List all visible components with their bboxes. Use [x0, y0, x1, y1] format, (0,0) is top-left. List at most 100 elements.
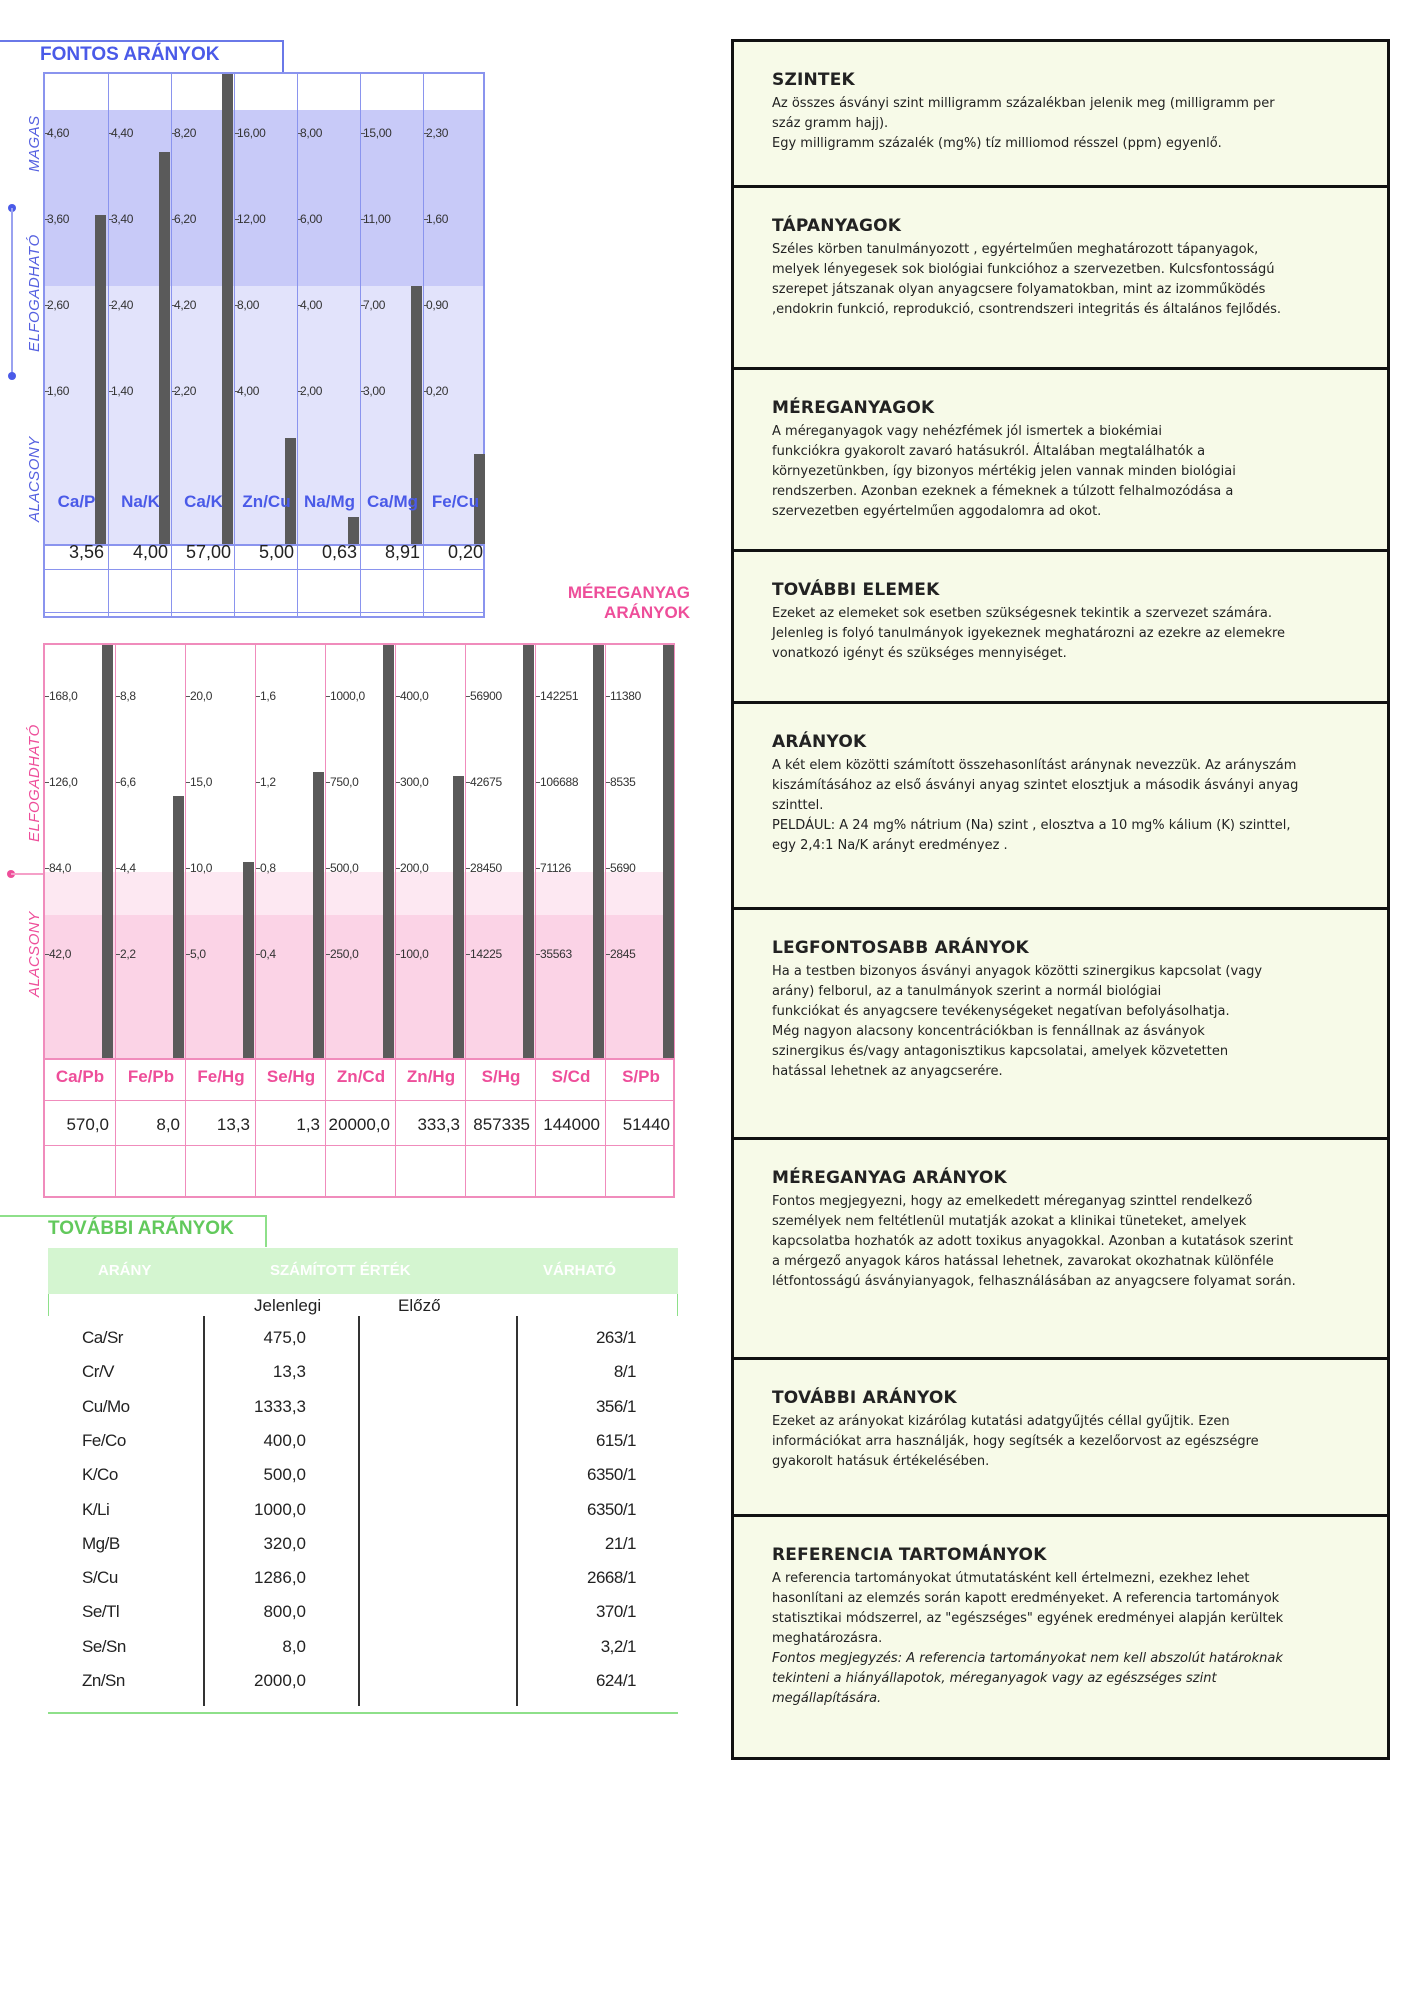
- tick-label: 3,40: [111, 212, 134, 226]
- tick-mark: [396, 782, 400, 783]
- tick-label: 3,60: [47, 212, 70, 226]
- ratio-name: Ca/Mg: [367, 492, 418, 511]
- tick-mark: [298, 391, 302, 392]
- toxic-ratio-value: 570,0: [66, 1115, 109, 1134]
- header-current: Jelenlegi: [254, 1296, 322, 1315]
- tick-label: 12,00: [237, 212, 266, 226]
- tick-label: 0,4: [260, 947, 276, 961]
- row-expected: 6350/1: [587, 1465, 637, 1485]
- more-title: TOVÁBBI ARÁNYOK: [48, 1218, 234, 1239]
- tick-label: 1,60: [47, 384, 70, 398]
- row-current: 1333,3: [254, 1396, 306, 1416]
- tick-mark: [606, 954, 610, 955]
- tick-label: 42,0: [49, 947, 72, 961]
- tick-label: 0,90: [426, 298, 449, 312]
- toxic-ratio-value: 8,0: [156, 1115, 180, 1134]
- ratio-bar: [348, 516, 359, 544]
- row-expected: 21/1: [604, 1533, 637, 1553]
- ratio-value: 0,20: [447, 542, 483, 562]
- toxic-title: MÉREGANYAG ARÁNYOK: [567, 583, 690, 622]
- toxic-ratio-name: S/Hg: [481, 1067, 521, 1086]
- toxic-ratio-column: 400,0 300,0 200,0 100,0 Zn/Hg 333,3: [395, 645, 466, 1196]
- tick-label: 11380: [610, 689, 641, 703]
- info-box-title: TOVÁBBI ELEMEK: [772, 580, 940, 600]
- tick-label: 4,4: [120, 861, 136, 875]
- ratio-bar: [285, 438, 296, 544]
- table-vline-1: [203, 1316, 205, 1706]
- tick-label: 3,00: [363, 384, 386, 398]
- table-row: Ca/Sr 475,0 263/1: [48, 1320, 678, 1354]
- tick-mark: [45, 782, 49, 783]
- tick-label: 14225: [470, 947, 502, 961]
- tick-mark: [256, 868, 260, 869]
- info-box-divider: [731, 367, 1390, 370]
- chart-divider-3: [45, 1145, 673, 1146]
- tick-mark: [536, 696, 540, 697]
- toxic-ratio-bar: [523, 645, 534, 1058]
- tick-label: 142251: [540, 689, 579, 703]
- info-box-title: MÉREGANYAGOK: [772, 398, 935, 418]
- tick-mark: [172, 391, 176, 392]
- chart-divider-1: [45, 544, 483, 546]
- row-ratio: Se/Sn: [82, 1636, 126, 1656]
- tick-label: 6,6: [120, 775, 136, 789]
- tick-label: 8,20: [174, 126, 197, 140]
- ratio-value: 4,00: [132, 542, 168, 562]
- info-box-text: Széles körben tanulmányozott , egyértelm…: [772, 242, 1282, 317]
- tick-mark: [361, 219, 365, 220]
- toxic-ratio-column: 1000,0 750,0 500,0 250,0 Zn/Cd 20000,0: [325, 645, 396, 1196]
- ratio-column: 2,30 1,60 0,90 0,20 Fe/Cu 0,20: [423, 74, 487, 616]
- ratio-column: 16,00 12,00 8,00 4,00 Zn/Cu 5,00: [234, 74, 298, 616]
- toxic-ratio-value: 51440: [622, 1115, 670, 1134]
- row-ratio: Zn/Sn: [82, 1671, 125, 1690]
- info-box-title: REFERENCIA TARTOMÁNYOK: [772, 1545, 1047, 1565]
- table-row: Fe/Co 400,0 615/1: [48, 1423, 678, 1457]
- tick-mark: [424, 391, 428, 392]
- chart-divider-2: [45, 1100, 673, 1101]
- toxic-ratio-column: 142251 106688 71126 35563 S/Cd 144000: [535, 645, 606, 1196]
- info-box-title: MÉREGANYAG ARÁNYOK: [772, 1168, 1007, 1188]
- info-box: MÉREGANYAGOK A méreganyagok vagy nehézfém…: [731, 368, 1390, 550]
- tick-label: 16,00: [237, 126, 266, 140]
- axis-marker-line: [11, 208, 13, 376]
- info-box-title: LEGFONTOSABB ARÁNYOK: [772, 938, 1029, 958]
- tick-mark: [116, 954, 120, 955]
- tick-label: 1,2: [260, 775, 276, 789]
- toxic-ratio-column: 168,0 126,0 84,0 42,0 Ca/Pb 570,0: [45, 645, 115, 1196]
- tick-label: 1,6: [260, 689, 276, 703]
- band-mid: [45, 872, 673, 915]
- info-box-text: Fontos megjegyezni, hogy az emelkedett m…: [772, 1194, 1296, 1289]
- header-expected: VÁRHATÓ: [543, 1262, 617, 1279]
- ratio-bar: [474, 453, 485, 544]
- table-row: Se/Sn 8,0 3,2/1: [48, 1629, 678, 1663]
- ratio-column: 8,20 6,20 4,20 2,20 Ca/K 57,00: [171, 74, 235, 616]
- table-row: K/Co 500,0 6350/1: [48, 1457, 678, 1491]
- ratio-bar: [411, 285, 422, 544]
- tick-mark: [361, 133, 365, 134]
- ratio-column: 4,60 3,60 2,60 1,60 Ca/P 3,56: [45, 74, 108, 616]
- info-box-divider: [731, 185, 1390, 188]
- tick-label: 4,00: [300, 298, 323, 312]
- info-box-text: A referencia tartományokat útmutatásként…: [772, 1571, 1284, 1646]
- toxic-ratio-value: 20000,0: [328, 1115, 390, 1134]
- toxic-ratio-bar: [313, 772, 324, 1058]
- tick-mark: [256, 782, 260, 783]
- chart-divider-1: [45, 1058, 673, 1060]
- table-bottom-line: [48, 1712, 678, 1714]
- tick-mark: [466, 696, 470, 697]
- tick-label: 6,00: [300, 212, 323, 226]
- tick-mark: [172, 219, 176, 220]
- tick-label: 10,0: [190, 861, 213, 875]
- tick-mark: [326, 868, 330, 869]
- tick-mark: [109, 391, 113, 392]
- row-expected: 2668/1: [587, 1568, 637, 1588]
- tick-mark: [45, 954, 49, 955]
- toxic-ratio-name: Zn/Cd: [336, 1067, 386, 1086]
- side-label-high: MAGAS: [26, 115, 43, 172]
- row-current: 400,0: [263, 1430, 306, 1450]
- tick-label: 200,0: [400, 861, 429, 875]
- tick-mark: [109, 305, 113, 306]
- row-ratio: S/Cu: [82, 1568, 118, 1588]
- row-ratio: Se/Tl: [82, 1602, 120, 1622]
- tick-mark: [466, 782, 470, 783]
